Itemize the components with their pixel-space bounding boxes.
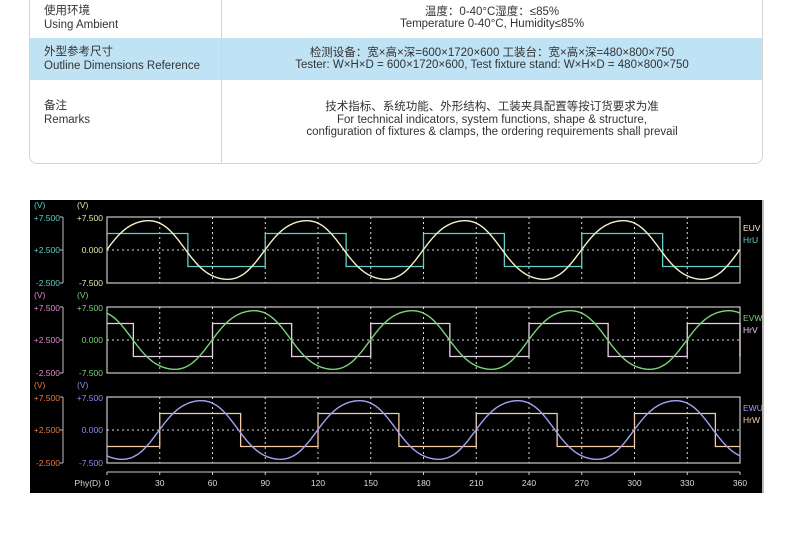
left-tick-label: +2.500 bbox=[34, 245, 61, 255]
x-tick-label: 240 bbox=[522, 478, 536, 488]
sine-wave-EUV bbox=[106, 220, 741, 280]
inner-tick-label: +7.500 bbox=[77, 393, 104, 403]
x-tick-label: 330 bbox=[680, 478, 694, 488]
inner-tick-label: 0.000 bbox=[82, 245, 104, 255]
inner-tick-label: +7.500 bbox=[77, 303, 104, 313]
sine-wave-EWU bbox=[106, 400, 741, 460]
spec-row-ambient: 使用环境 Using Ambient 温度：0-40°C湿度：≤85% Temper… bbox=[30, 0, 762, 38]
x-tick-label: 60 bbox=[208, 478, 218, 488]
x-tick-label: 180 bbox=[416, 478, 430, 488]
label-cn: 备注 bbox=[44, 100, 67, 112]
inner-unit-label: (V) bbox=[77, 380, 89, 390]
legend-EWU: EWU bbox=[743, 403, 762, 413]
inner-tick-label: -7.500 bbox=[79, 368, 103, 378]
x-tick-label: 120 bbox=[311, 478, 325, 488]
spec-row-remarks: 备注 Remarks 技术指标、系统功能、外形结构、工装夹具配置等按订货要求为准 F… bbox=[30, 80, 762, 163]
inner-unit-label: (V) bbox=[77, 290, 89, 300]
value-line: 检测设备：宽×高×深=600×1720×600 工装台：宽×高×深=480×80… bbox=[309, 46, 675, 59]
value-line: 温度：0-40°C湿度：≤85% bbox=[424, 5, 560, 18]
left-unit-label: (V) bbox=[34, 200, 46, 210]
left-tick-label: +7.500 bbox=[34, 303, 61, 313]
left-unit-label: (V) bbox=[34, 380, 46, 390]
inner-tick-label: +7.500 bbox=[77, 213, 104, 223]
waveform-svg: +7.500 +2.500 -2.500 (V) +7.500 0.000 -7.500 (V… bbox=[34, 200, 762, 488]
x-tick-label: 300 bbox=[627, 478, 641, 488]
value-line: For technical indicators, system functio… bbox=[337, 113, 647, 126]
x-tick-label: 150 bbox=[364, 478, 378, 488]
inner-tick-label: 0.000 bbox=[82, 335, 104, 345]
spec-table: 使用环境 Using Ambient 温度：0-40°C湿度：≤85% Temper… bbox=[29, 0, 763, 164]
value-line: 技术指标、系统功能、外形结构、工装夹具配置等按订货要求为准 bbox=[325, 101, 659, 113]
left-tick-label: +2.500 bbox=[34, 425, 61, 435]
inner-tick-label: -7.500 bbox=[79, 278, 103, 288]
sine-wave-EVW bbox=[106, 310, 741, 370]
left-unit-label: (V) bbox=[34, 290, 46, 300]
inner-tick-label: 0.000 bbox=[82, 425, 104, 435]
left-tick-label: -2.500 bbox=[36, 458, 60, 468]
label-cn: 使用环境 bbox=[44, 5, 90, 17]
legend-HrW: HrW bbox=[743, 415, 760, 425]
x-tick-label: 30 bbox=[155, 478, 165, 488]
spec-row-dimensions: 外型参考尺寸 Outline Dimensions Reference 检测设备：… bbox=[30, 38, 762, 80]
left-tick-label: -2.500 bbox=[36, 368, 60, 378]
value-line: configuration of fixtures & clamps, the … bbox=[306, 126, 678, 138]
label-cn: 外型参考尺寸 bbox=[44, 46, 113, 58]
x-tick-label: 270 bbox=[575, 478, 589, 488]
waveform-chart: +7.500 +2.500 -2.500 (V) +7.500 0.000 -7.500 (V… bbox=[30, 200, 764, 493]
x-tick-label: 90 bbox=[261, 478, 271, 488]
inner-tick-label: -7.500 bbox=[79, 458, 103, 468]
left-tick-label: +7.500 bbox=[34, 213, 61, 223]
value-line: Tester: W×H×D = 600×1720×600, Test fixtu… bbox=[295, 59, 689, 71]
x-tick-label: 210 bbox=[469, 478, 483, 488]
label-en: Outline Dimensions Reference bbox=[44, 60, 200, 72]
left-tick-label: +7.500 bbox=[34, 393, 61, 403]
left-tick-label: -2.500 bbox=[36, 278, 60, 288]
value-line: Temperature 0-40°C, Humidity≤85% bbox=[399, 18, 585, 30]
inner-unit-label: (V) bbox=[77, 200, 89, 210]
legend-HrU: HrU bbox=[743, 235, 758, 245]
x-tick-label: 360 bbox=[733, 478, 747, 488]
label-en: Using Ambient bbox=[44, 19, 119, 31]
label-en: Remarks bbox=[44, 114, 91, 126]
left-tick-label: +2.500 bbox=[34, 335, 61, 345]
x-axis-label: Phy(D) bbox=[75, 478, 102, 488]
legend-EUV: EUV bbox=[743, 223, 761, 233]
legend-HrV: HrV bbox=[743, 325, 758, 335]
square-wave-HrV bbox=[107, 322, 741, 358]
legend-EVW: EVW bbox=[743, 313, 762, 323]
x-tick-label: 0 bbox=[105, 478, 110, 488]
